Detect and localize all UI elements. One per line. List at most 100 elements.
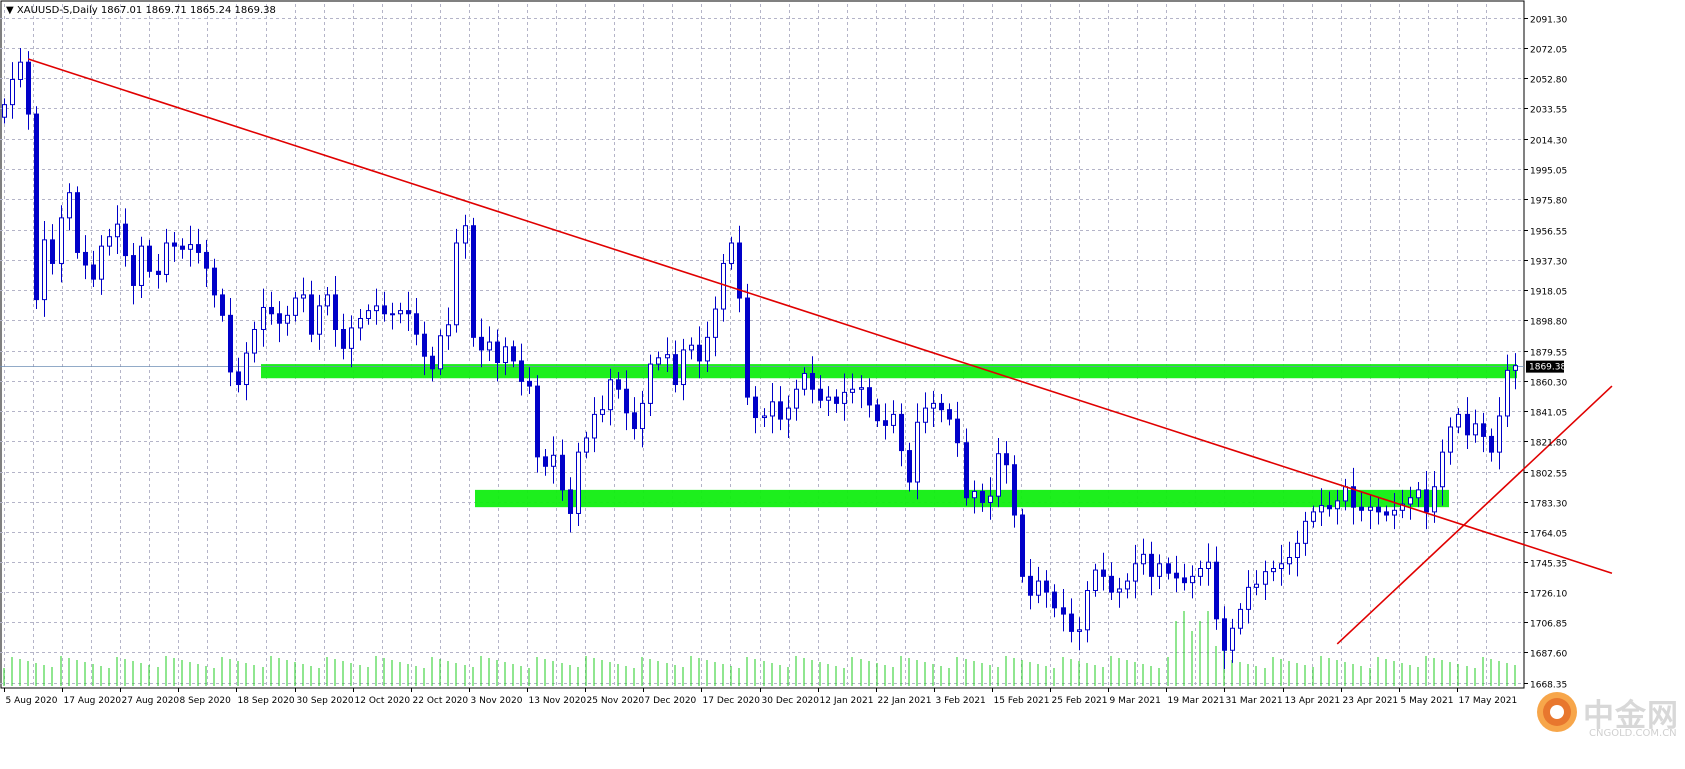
candle-body — [931, 402, 936, 409]
candle-body — [1133, 563, 1138, 582]
ohlc-readout: 1867.01 1869.71 1865.24 1869.38 — [100, 5, 276, 16]
candle-body — [1505, 369, 1510, 417]
y-tick-label: 2052.80 — [1530, 76, 1567, 86]
current-price-box — [1526, 360, 1564, 373]
candle-body — [1004, 453, 1009, 466]
candle-body — [446, 324, 451, 337]
candle-body — [1166, 563, 1171, 574]
candle-body — [1093, 569, 1098, 592]
candle-body — [261, 306, 266, 330]
candle-body — [1101, 569, 1106, 577]
x-tick-label: 27 Aug 2020 — [122, 696, 180, 706]
x-tick-label: 17 Aug 2020 — [64, 696, 122, 706]
candle-body — [519, 360, 524, 382]
candle-body — [471, 225, 476, 338]
candle-body — [333, 294, 338, 330]
candle-body — [859, 387, 864, 390]
candle-body — [430, 355, 435, 370]
candle-body — [1069, 613, 1074, 632]
candle-body — [220, 294, 225, 316]
candle-body — [1198, 567, 1203, 577]
candle-body — [115, 223, 120, 238]
candle-body — [867, 387, 872, 406]
watermark-logo: 中金网 CNGOLD.COM.CN — [1535, 690, 1683, 742]
x-tick-label: 17 Dec 2020 — [703, 696, 761, 706]
candle-body — [584, 437, 589, 453]
candle-body — [810, 373, 815, 390]
candle-body — [285, 314, 290, 324]
x-tick-label: 23 Apr 2021 — [1343, 696, 1399, 706]
candle-body — [1279, 563, 1284, 569]
candle-body — [665, 354, 670, 359]
y-tick-label: 1706.85 — [1530, 620, 1567, 630]
y-tick-label: 2072.05 — [1530, 46, 1567, 56]
resistance-zone — [261, 364, 1517, 379]
x-tick-label: 22 Oct 2020 — [413, 696, 469, 706]
candle-body — [1077, 629, 1082, 632]
candle-body — [850, 388, 855, 393]
y-tick-label: 1937.30 — [1530, 258, 1567, 268]
candle-body — [1327, 505, 1332, 510]
candle-body — [1481, 423, 1486, 437]
y-tick-label: 1956.55 — [1530, 228, 1567, 238]
candle-body — [1392, 509, 1397, 516]
candle-body — [204, 251, 209, 269]
candle-body — [899, 413, 904, 452]
candle-body — [1271, 567, 1276, 573]
candle-layer — [2, 48, 1518, 670]
candle-body — [1489, 435, 1494, 453]
x-tick-label: 12 Jan 2021 — [820, 696, 874, 706]
watermark-text: 中金网 — [1583, 698, 1679, 734]
candle-body — [1400, 503, 1405, 511]
candle-body — [42, 239, 47, 301]
candle-body — [366, 310, 371, 319]
candle-body — [883, 420, 888, 426]
candle-body — [196, 244, 201, 253]
candle-body — [834, 396, 839, 404]
candle-body — [10, 78, 15, 106]
candle-body — [753, 396, 758, 419]
candle-body — [600, 409, 605, 415]
x-tick-label: 17 May 2021 — [1459, 696, 1518, 706]
candle-body — [1214, 561, 1219, 620]
descending-trendline — [27, 58, 1613, 574]
x-tick-label: 30 Dec 2020 — [762, 696, 820, 706]
candle-body — [422, 333, 427, 357]
x-tick-label: 7 Dec 2020 — [645, 696, 697, 706]
candle-body — [18, 61, 23, 80]
candle-body — [818, 388, 823, 401]
candle-body — [721, 262, 726, 310]
candle-body — [511, 346, 516, 362]
current-price-label: 1869.38 — [1529, 363, 1566, 373]
candle-body — [980, 490, 985, 503]
candle-body — [842, 391, 847, 404]
x-tick-label: 5 May 2021 — [1401, 696, 1454, 706]
candle-body — [269, 306, 274, 315]
candle-body — [915, 421, 920, 483]
candle-body — [59, 217, 64, 264]
candle-body — [907, 450, 912, 483]
candle-body — [212, 267, 217, 296]
candle-body — [1222, 618, 1227, 651]
y-tick-label: 1841.05 — [1530, 409, 1567, 419]
candle-body — [1384, 511, 1389, 516]
candle-body — [996, 453, 1001, 497]
candle-body — [301, 294, 306, 299]
candle-body — [1230, 627, 1235, 651]
candle-body — [713, 308, 718, 338]
candle-body — [1052, 591, 1057, 609]
candle-body — [681, 349, 686, 386]
candle-body — [1359, 506, 1364, 511]
candle-body — [632, 412, 637, 430]
zone-layer — [0, 364, 1524, 508]
y-tick-label: 1687.60 — [1530, 650, 1567, 660]
y-tick-label: 2091.30 — [1530, 16, 1567, 26]
candle-body — [398, 310, 403, 315]
collapse-triangle-icon[interactable]: ▼ — [6, 5, 14, 16]
y-tick-label: 2014.30 — [1530, 137, 1567, 147]
candle-body — [479, 336, 484, 351]
y-tick-label: 1726.10 — [1530, 590, 1567, 600]
candle-body — [616, 379, 621, 390]
